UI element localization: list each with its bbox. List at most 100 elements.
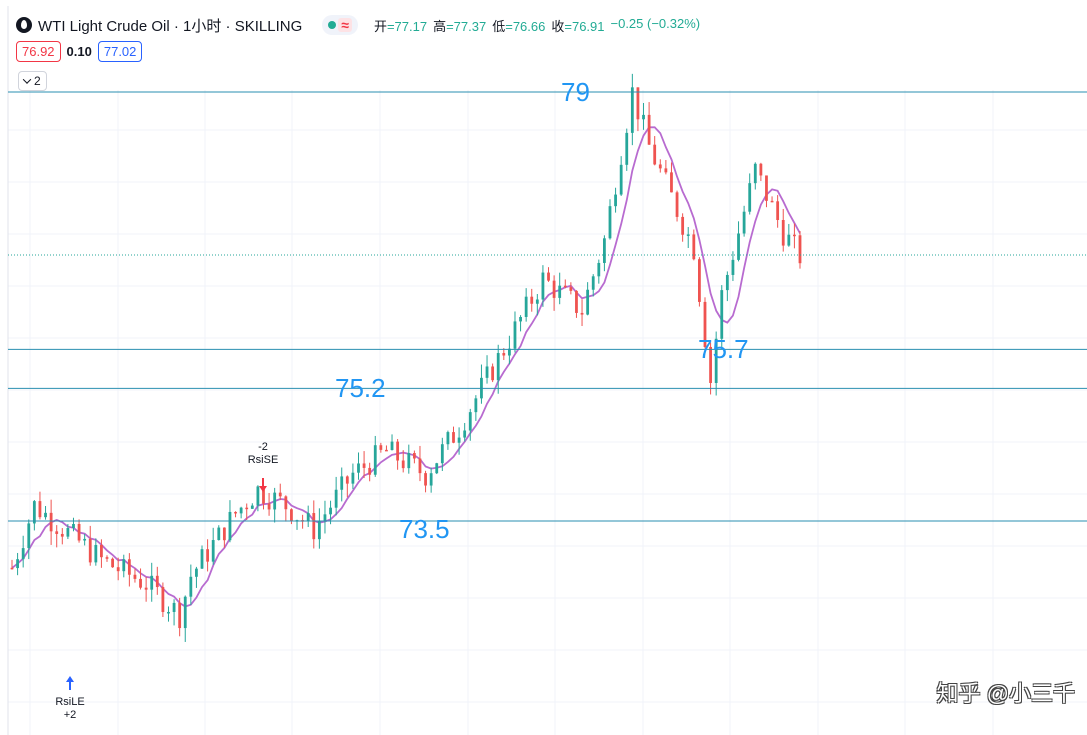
signal-rsise-label: -2 RsiSE — [243, 441, 283, 467]
legend-header: WTI Light Crude Oil · 1小时 · SKILLING ≈ 开… — [16, 14, 700, 36]
candle-body-17 — [105, 557, 109, 559]
candle-body-49 — [284, 496, 288, 510]
candle-body-86 — [491, 366, 495, 381]
candle-body-18 — [111, 558, 114, 568]
candle-body-135 — [765, 175, 768, 201]
candle-body-21 — [127, 559, 131, 575]
candle-body-107 — [608, 206, 612, 239]
candlestick-series — [10, 73, 802, 642]
candle-body-124 — [703, 301, 707, 347]
candle-body-109 — [619, 164, 623, 195]
low-value: =76.66 — [505, 18, 546, 34]
candle-body-67 — [385, 449, 388, 452]
candle-body-2 — [21, 548, 25, 560]
candle-body-68 — [390, 441, 394, 451]
candle-body-108 — [614, 194, 617, 207]
ma-path — [11, 126, 801, 608]
signal-markers — [66, 478, 267, 690]
sell-price-button[interactable]: 76.92 — [16, 41, 61, 62]
moving-average-line — [11, 126, 801, 608]
candle-body-102 — [580, 312, 584, 315]
candle-body-113 — [642, 114, 645, 120]
open-label: 开 — [373, 18, 387, 34]
candle-body-54 — [312, 513, 316, 540]
candle-body-97 — [552, 280, 556, 298]
candle-body-83 — [474, 398, 478, 413]
candle-body-50 — [290, 509, 293, 522]
candle-body-81 — [463, 430, 467, 438]
candle-body-128 — [725, 274, 729, 291]
candle-body-6 — [44, 512, 47, 518]
candle-body-112 — [636, 87, 640, 120]
candle-body-10 — [66, 528, 70, 537]
indicators-toggle-button[interactable]: 2 — [18, 71, 47, 91]
close-label: 收 — [551, 18, 565, 34]
market-status-pill[interactable]: ≈ — [322, 15, 358, 35]
candle-body-32 — [189, 576, 193, 597]
candle-body-92 — [524, 296, 528, 317]
candle-body-111 — [630, 87, 634, 133]
high-label: 高 — [433, 18, 447, 34]
candle-body-75 — [429, 473, 433, 486]
candle-body-77 — [440, 444, 444, 464]
candle-body-63 — [362, 463, 366, 468]
candle-body-72 — [412, 453, 416, 459]
candle-body-114 — [647, 114, 651, 145]
candle-body-101 — [575, 290, 578, 313]
candle-body-20 — [122, 559, 126, 572]
candle-body-13 — [83, 538, 87, 541]
level-label-79: 79 — [561, 77, 590, 107]
candle-body-125 — [709, 346, 712, 383]
level-label-75-7: 75.7 — [698, 334, 749, 364]
signal-rsile-name: RsiLE — [55, 696, 85, 708]
candle-body-82 — [468, 412, 472, 431]
candle-body-65 — [373, 445, 377, 475]
spread-value: 0.10 — [66, 44, 92, 59]
candle-body-15 — [94, 544, 98, 563]
candle-body-129 — [731, 259, 735, 275]
open-value: =77.17 — [386, 18, 428, 34]
signal-rsise-name: RsiSE — [247, 454, 279, 466]
candle-body-130 — [737, 233, 740, 260]
candle-body-22 — [133, 574, 137, 579]
candle-body-96 — [547, 272, 550, 281]
candle-body-16 — [100, 544, 103, 558]
symbol-title[interactable]: WTI Light Crude Oil · 1小时 · SKILLING — [38, 17, 303, 35]
candle-body-138 — [781, 220, 785, 246]
candle-body-133 — [753, 163, 757, 184]
candle-body-103 — [586, 289, 590, 315]
signal-rsile-qty: +2 — [63, 709, 77, 721]
candle-body-19 — [116, 567, 120, 572]
candle-body-28 — [167, 611, 170, 614]
candle-body-106 — [602, 238, 606, 263]
watermark: 知乎 @小三千 — [936, 681, 1075, 706]
candle-body-89 — [507, 348, 511, 356]
wave-icon: ≈ — [338, 18, 352, 32]
candle-body-38 — [222, 527, 226, 541]
candle-body-90 — [513, 321, 517, 349]
candle-body-59 — [340, 476, 344, 490]
signal-rsise-arrow — [259, 478, 267, 492]
candle-body-120 — [681, 216, 685, 235]
candle-body-122 — [692, 234, 696, 260]
candle-body-26 — [155, 575, 159, 588]
signal-rsile-label: RsiLE +2 — [50, 696, 90, 722]
buy-price-button[interactable]: 77.02 — [97, 41, 143, 62]
chart-grid — [7, 6, 1087, 735]
candle-body-73 — [418, 458, 422, 474]
candle-body-34 — [200, 549, 204, 569]
candle-body-136 — [770, 200, 774, 203]
candle-body-95 — [541, 272, 545, 300]
candle-body-132 — [748, 183, 752, 212]
change-value: −0.25 (−0.32%) — [610, 15, 701, 31]
market-open-dot-icon — [328, 21, 337, 29]
candle-body-93 — [530, 296, 534, 304]
candle-body-57 — [329, 507, 332, 515]
candle-body-99 — [563, 285, 567, 288]
candle-body-55 — [317, 521, 321, 540]
candle-body-126 — [714, 338, 718, 383]
candle-body-41 — [239, 507, 243, 514]
candle-body-87 — [496, 353, 500, 381]
candle-body-79 — [452, 432, 455, 443]
